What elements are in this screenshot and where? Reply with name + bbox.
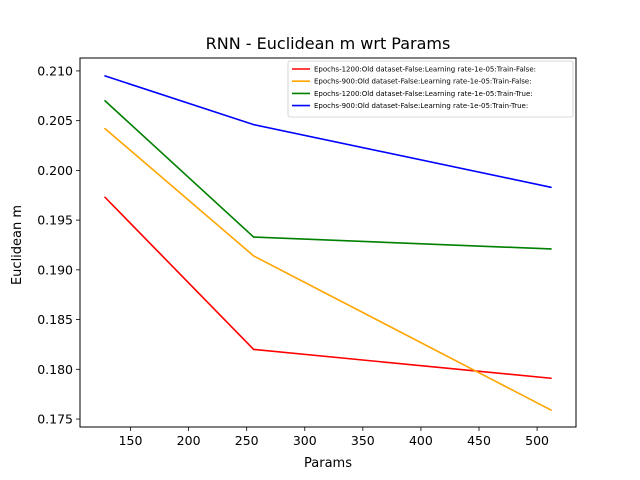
legend: Epochs-1200:Old dataset-False:Learning r…	[287, 60, 574, 118]
x-axis-label: Params	[304, 456, 352, 471]
data-point-1-3	[550, 377, 552, 380]
y-tick-label: 0.200	[37, 163, 73, 178]
data-point-3-3	[550, 248, 552, 250]
data-point-3-1	[104, 99, 106, 102]
legend-label-4: Epochs-900:Old dataset-False:Learning ra…	[314, 102, 528, 110]
x-tick-label: 300	[293, 433, 317, 448]
x-tick-label: 150	[119, 433, 143, 448]
data-point-1-2	[252, 348, 255, 351]
series-line-1	[104, 196, 552, 380]
data-point-2-1	[104, 127, 106, 130]
series-line-3	[104, 100, 552, 250]
y-axis: 0.175 0.180 0.185 0.190 0.195 0.200 0.205 0.210	[37, 63, 80, 427]
data-point-4-2	[252, 123, 255, 126]
x-tick-label: 250	[235, 433, 259, 448]
x-tick-label: 400	[409, 433, 433, 448]
data-point-2-2	[252, 255, 255, 257]
y-tick-label: 0.180	[37, 362, 73, 377]
series-line-2	[104, 128, 552, 411]
plot-lines	[104, 75, 552, 411]
y-axis-label: Euclidean m	[10, 205, 25, 285]
data-point-1-1	[104, 196, 106, 199]
legend-box	[287, 60, 574, 118]
y-tick-label: 0.205	[37, 113, 73, 128]
y-tick-label: 0.185	[37, 312, 73, 327]
y-tick-label: 0.195	[37, 213, 73, 228]
x-tick-label: 450	[467, 433, 491, 448]
legend-label-2: Epochs-900:Old dataset-False:Learning ra…	[314, 78, 532, 86]
x-tick-label: 350	[351, 433, 375, 448]
y-tick-label: 0.210	[37, 63, 73, 78]
data-point-2-3	[550, 409, 552, 411]
y-tick-label: 0.175	[37, 412, 73, 427]
legend-label-1: Epochs-1200:Old dataset-False:Learning r…	[314, 66, 536, 74]
data-point-4-1	[104, 75, 106, 77]
x-tick-label: 200	[177, 433, 201, 448]
chart-title: RNN - Euclidean m wrt Params	[206, 34, 451, 53]
data-point-4-3	[550, 186, 552, 189]
x-tick-label: 500	[525, 433, 549, 448]
data-point-3-2	[252, 236, 255, 238]
y-tick-label: 0.190	[37, 262, 73, 277]
legend-label-3: Epochs-1200:Old dataset-False:Learning r…	[314, 90, 533, 98]
plot-frame	[79, 57, 577, 428]
x-axis: 150 200 250 300 350 400 450 500	[119, 427, 549, 448]
